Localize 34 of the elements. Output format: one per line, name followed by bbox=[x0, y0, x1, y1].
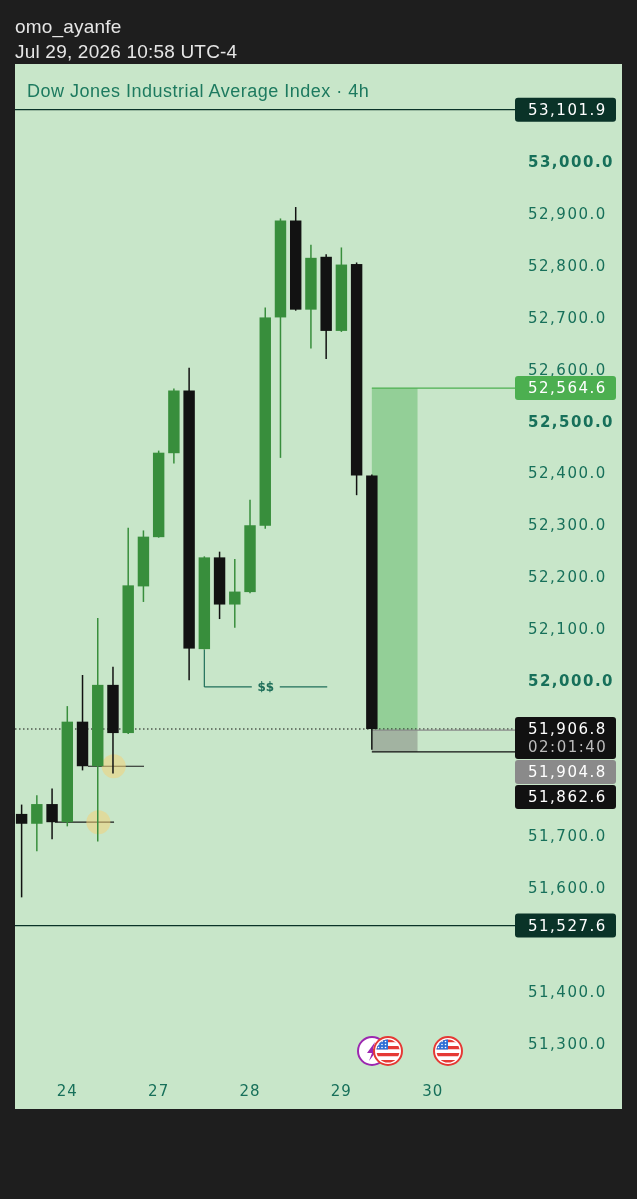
ref-line-label: 52,564.6 bbox=[528, 379, 607, 398]
y-tick-label: 51,300.0 bbox=[528, 1034, 607, 1053]
x-tick-label: 30 bbox=[422, 1082, 444, 1100]
candlestick bbox=[15, 803, 28, 899]
text: Jul 29, 2026 10:58 UTC-4 bbox=[15, 40, 238, 62]
candlestick bbox=[229, 558, 241, 629]
y-tick-label: 51,600.0 bbox=[528, 879, 607, 898]
ref-line-label: $$ bbox=[257, 679, 275, 694]
y-tick-label: 51,700.0 bbox=[528, 827, 607, 846]
text: omo_ayanfe bbox=[15, 15, 122, 38]
ref-line-label: 53,101.9 bbox=[528, 100, 607, 119]
ref-line-label: 51,906.8 02:01:40 bbox=[528, 720, 608, 757]
candlestick bbox=[31, 794, 43, 852]
y-tick-label: 53,000.0 bbox=[528, 153, 615, 172]
ref-line-label: 51,527.6 bbox=[528, 916, 607, 935]
x-tick-label: 28 bbox=[239, 1082, 261, 1100]
y-tick-label: 52,500.0 bbox=[528, 412, 615, 431]
x-tick-label: 27 bbox=[148, 1082, 170, 1100]
ref-line-label: 51,862.6 bbox=[528, 788, 607, 807]
y-tick-label: 52,700.0 bbox=[528, 308, 607, 327]
y-tick-label: 52,400.0 bbox=[528, 464, 607, 483]
y-tick-label: 52,800.0 bbox=[528, 257, 607, 276]
y-tick-label: 52,100.0 bbox=[528, 619, 607, 638]
y-tick-label: 52,200.0 bbox=[528, 568, 607, 587]
y-tick-label: 52,600.0 bbox=[528, 360, 607, 379]
x-tick-label: 29 bbox=[330, 1082, 352, 1100]
x-tick-label: 24 bbox=[56, 1082, 78, 1100]
ref-line-label: 51,904.8 bbox=[528, 763, 607, 782]
y-tick-label: 52,000.0 bbox=[528, 671, 615, 690]
y-tick-label: 51,400.0 bbox=[528, 982, 607, 1001]
text: Dow Jones Industrial Average Index · 4h bbox=[27, 81, 370, 101]
y-tick-label: 52,300.0 bbox=[528, 516, 607, 535]
candlestick bbox=[46, 787, 58, 841]
y-tick-label: 52,900.0 bbox=[528, 205, 607, 224]
